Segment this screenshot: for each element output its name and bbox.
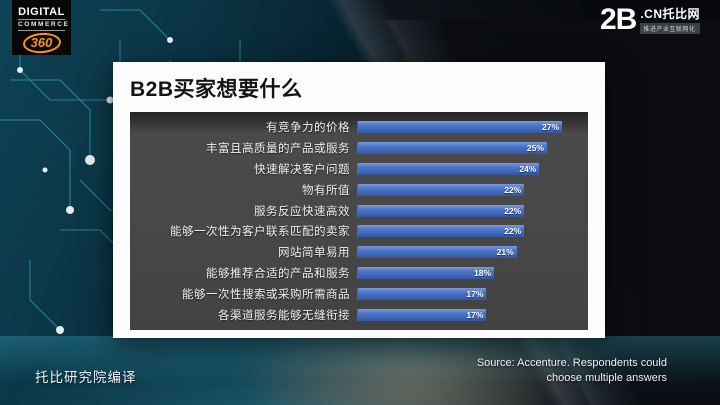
dc360-digital-text: DIGITAL xyxy=(18,6,65,18)
bar-track: 17% xyxy=(357,308,578,321)
bar-value-label: 17% xyxy=(466,289,484,299)
chart-row: 丰富且高质量的产品或服务 25% xyxy=(138,138,578,158)
bar-category-label: 有竞争力的价格 xyxy=(266,122,350,134)
chart-row: 网站简单易用 21% xyxy=(138,242,578,262)
digital-commerce-360-logo: DIGITAL COMMERCE 360 xyxy=(12,0,71,55)
bar-category-label: 服务反应快速高效 xyxy=(254,205,350,218)
bar: 27% xyxy=(358,121,562,133)
tuobi-site-text: .CN托比网 xyxy=(640,7,700,21)
bar: 17% xyxy=(358,288,487,300)
bar: 24% xyxy=(358,162,540,175)
bar-category-label: 能够一次性搜索或采购所需商品 xyxy=(182,289,350,301)
bar-category-label: 能够一次性为客户联系匹配的卖家 xyxy=(170,226,350,239)
bar: 22% xyxy=(358,183,525,196)
credit-text: 托比研究院编译 xyxy=(35,370,137,385)
bar-track: 22% xyxy=(357,204,578,217)
bar-category-label: 各渠道服务能够无缝衔接 xyxy=(218,309,350,322)
bar-value-label: 25% xyxy=(526,142,544,153)
source-note: Source: Accenture. Respondents could cho… xyxy=(427,356,667,386)
bar-track: 22% xyxy=(357,225,578,238)
slide-card: B2B买家想要什么 有竞争力的价格 27% 丰富且高质量的产品或服务 25% 快速解决客… xyxy=(113,62,605,338)
bar-track: 22% xyxy=(357,183,578,196)
source-note-line1: Source: Accenture. Respondents could xyxy=(476,357,667,369)
dc360-commerce-text: COMMERCE xyxy=(18,19,68,31)
bar: 17% xyxy=(358,308,487,321)
bar-track: 18% xyxy=(357,267,578,280)
chart-row: 有竞争力的价格 27% xyxy=(138,117,578,137)
bar-track: 25% xyxy=(357,141,578,154)
background-hand-photo xyxy=(250,330,580,405)
bar-value-label: 17% xyxy=(466,309,484,320)
bar-track: 27% xyxy=(357,121,578,133)
tuobi-tagline: 推进产业互联网化 xyxy=(640,23,700,34)
tuobi-2b-logo: 2B .CN托比网 推进产业互联网化 xyxy=(600,5,700,35)
bar-category-label: 网站简单易用 xyxy=(278,247,350,260)
bar-chart: 有竞争力的价格 27% 丰富且高质量的产品或服务 25% 快速解决客户问题 24% 物有所值… xyxy=(130,112,588,330)
tuobi-2b-text: 2B xyxy=(599,3,637,36)
bar-category-label: 能够推荐合适的产品和服务 xyxy=(206,268,350,281)
bar: 22% xyxy=(358,225,525,238)
chart-row: 物有所值 22% xyxy=(138,180,578,200)
bar-category-label: 丰富且高质量的产品或服务 xyxy=(206,142,350,155)
chart-row: 快速解决客户问题 24% xyxy=(138,159,578,179)
bar-value-label: 18% xyxy=(473,268,491,279)
bar: 22% xyxy=(358,204,525,217)
bar-track: 17% xyxy=(357,288,578,300)
chart-row: 能够一次性搜索或采购所需商品 17% xyxy=(138,284,578,304)
bar-value-label: 22% xyxy=(504,184,522,195)
source-note-line2: choose multiple answers xyxy=(546,372,667,384)
bar: 21% xyxy=(358,246,517,259)
background-teal-glow xyxy=(0,336,720,405)
bar-track: 24% xyxy=(357,162,578,175)
chart-row: 能够一次性为客户联系匹配的卖家 22% xyxy=(138,221,578,241)
bar-value-label: 22% xyxy=(504,226,522,237)
chart-row: 服务反应快速高效 22% xyxy=(138,201,578,221)
bar-value-label: 21% xyxy=(496,247,514,258)
bar-value-label: 24% xyxy=(519,163,537,174)
chart-row: 各渠道服务能够无缝衔接 17% xyxy=(138,305,578,325)
bar-value-label: 27% xyxy=(541,122,559,132)
chart-title: B2B买家想要什么 xyxy=(130,78,303,101)
bar: 18% xyxy=(358,267,494,280)
bar-track: 21% xyxy=(357,246,578,259)
bar-category-label: 物有所值 xyxy=(302,184,350,197)
bar: 25% xyxy=(358,141,547,154)
chart-row: 能够推荐合适的产品和服务 18% xyxy=(138,263,578,283)
bar-value-label: 22% xyxy=(504,205,522,216)
bar-category-label: 快速解决客户问题 xyxy=(254,163,350,176)
dc360-360-text: 360 xyxy=(30,35,53,50)
